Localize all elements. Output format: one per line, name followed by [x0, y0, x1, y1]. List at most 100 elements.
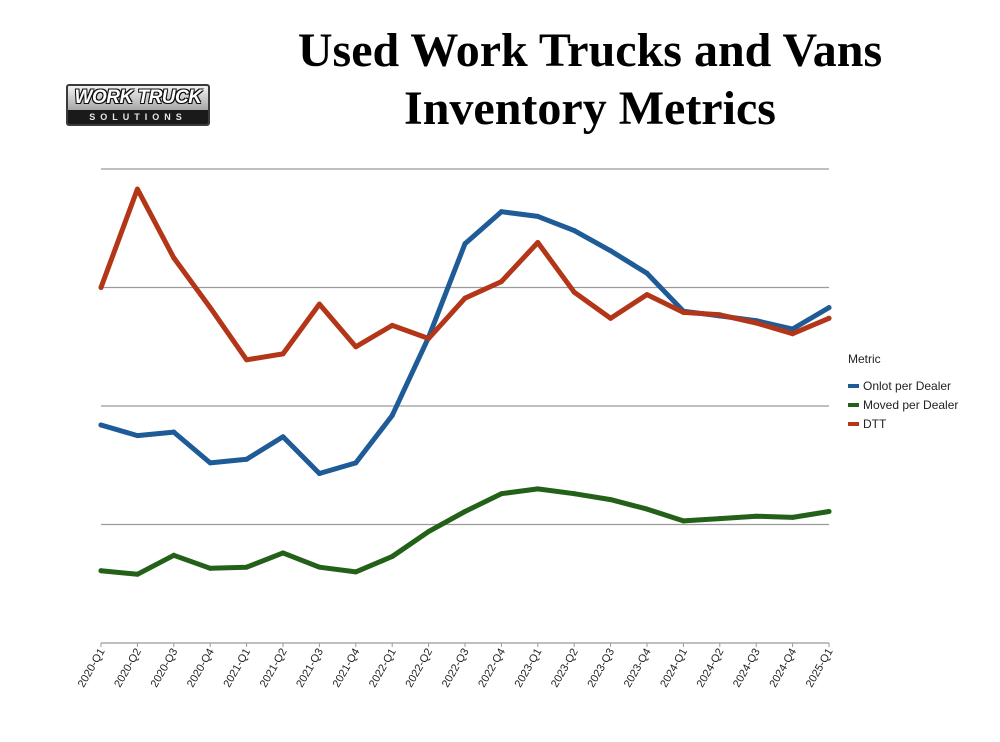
data-point [171, 552, 177, 558]
data-point [244, 456, 250, 462]
data-point [498, 279, 504, 285]
data-point [98, 285, 104, 290]
data-point [462, 295, 468, 301]
x-tick-label: 2022-Q2 [403, 647, 435, 690]
data-point [389, 553, 395, 559]
data-point [498, 491, 504, 497]
legend-label: Onlot per Dealer [863, 378, 952, 393]
data-point [98, 422, 104, 428]
x-tick-label: 2023-Q1 [513, 647, 545, 690]
data-point [280, 550, 286, 556]
data-point [790, 326, 796, 332]
data-point [644, 506, 650, 512]
legend-title: Metric [848, 352, 881, 366]
data-point [207, 305, 213, 311]
x-tick-label: 2023-Q3 [585, 647, 617, 690]
data-point [134, 433, 140, 439]
data-point [280, 351, 286, 357]
data-point [535, 486, 541, 492]
legend-item: Onlot per Dealer [848, 376, 958, 395]
data-point [680, 309, 686, 315]
data-point [571, 491, 577, 497]
x-tick-label: 2024-Q4 [767, 647, 799, 690]
chart-title: Used Work Trucks and Vans Inventory Metr… [220, 22, 960, 138]
legend-swatch [848, 383, 859, 388]
data-point [608, 248, 614, 254]
x-tick-label: 2024-Q2 [695, 647, 727, 690]
data-point [134, 571, 140, 577]
data-point [353, 569, 359, 575]
legend-label: Moved per Dealer [863, 397, 959, 412]
data-point [98, 568, 104, 574]
data-point [426, 529, 432, 535]
x-tick-label: 2024-Q1 [658, 647, 690, 690]
data-point [790, 514, 796, 520]
x-tick-label: 2022-Q1 [367, 647, 399, 690]
x-tick-label: 2021-Q3 [294, 647, 326, 690]
x-tick-label: 2024-Q3 [731, 647, 763, 690]
data-point [571, 289, 577, 295]
legend-items: Onlot per Dealer Moved per Dealer DTT [848, 376, 958, 433]
legend-swatch [848, 402, 859, 407]
data-point [280, 434, 286, 440]
data-point [608, 315, 614, 321]
work-truck-solutions-logo: WORK TRUCK SOLUTIONS [66, 84, 210, 126]
data-point [535, 239, 541, 245]
x-tick-label: 2023-Q2 [549, 647, 581, 690]
data-point [717, 312, 723, 318]
x-tick-label: 2025-Q1 [804, 647, 836, 690]
x-tick-label: 2021-Q4 [331, 647, 363, 690]
title-line-2: Inventory Metrics [404, 82, 776, 135]
x-tick-label: 2021-Q2 [258, 647, 290, 690]
data-point [244, 564, 250, 570]
series-line-dtt [98, 186, 832, 363]
data-point [571, 228, 577, 234]
data-point [316, 564, 322, 570]
data-point [753, 320, 759, 326]
data-point [316, 471, 322, 477]
data-point [826, 508, 832, 514]
data-point [426, 335, 432, 341]
legend-label: DTT [863, 416, 887, 431]
x-tick-label: 2022-Q4 [476, 647, 508, 690]
data-point [353, 460, 359, 466]
logo-sub-text: SOLUTIONS [68, 110, 208, 124]
data-point [717, 516, 723, 522]
data-point [498, 209, 504, 215]
data-point [207, 460, 213, 466]
title-line-1: Used Work Trucks and Vans [297, 24, 883, 77]
legend-item: Moved per Dealer [848, 395, 958, 414]
x-tick-label: 2022-Q3 [440, 647, 472, 690]
data-point [134, 186, 140, 192]
data-point [244, 357, 250, 363]
x-tick-label: 2020-Q3 [149, 647, 181, 690]
data-point [171, 255, 177, 261]
data-point [389, 412, 395, 418]
data-point [353, 344, 359, 350]
data-point [680, 518, 686, 524]
data-point [790, 331, 796, 337]
legend: Metric Onlot per Dealer Moved per Dealer D… [848, 352, 958, 433]
x-tick-label: 2020-Q1 [76, 647, 108, 690]
data-point [753, 513, 759, 519]
data-point [389, 322, 395, 328]
data-point [207, 565, 213, 571]
data-point [316, 301, 322, 307]
series-line-onlot-per-dealer [98, 209, 832, 476]
data-point [462, 508, 468, 514]
data-point [535, 213, 541, 219]
x-tick-label: 2020-Q4 [185, 647, 217, 690]
legend-item: DTT [848, 414, 958, 433]
series-line-moved-per-dealer [98, 486, 832, 577]
data-point [826, 305, 832, 311]
data-point [644, 270, 650, 276]
data-point [171, 429, 177, 435]
logo-main-text: WORK TRUCK [74, 87, 202, 108]
data-point [462, 241, 468, 247]
data-point [644, 292, 650, 298]
x-tick-label: 2023-Q4 [622, 647, 654, 690]
data-point [826, 315, 832, 321]
x-tick-label: 2021-Q1 [221, 647, 253, 690]
data-point [608, 497, 614, 503]
